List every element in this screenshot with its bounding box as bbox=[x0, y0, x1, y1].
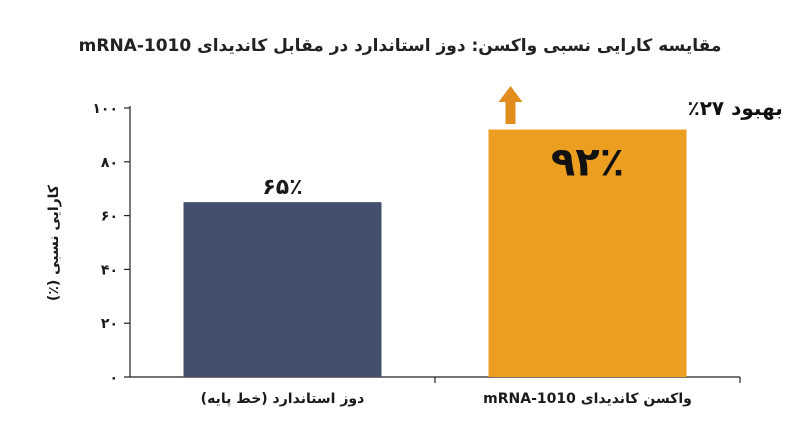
bars bbox=[183, 129, 687, 377]
improvement-label: بهبود ۲۷٪ bbox=[688, 96, 783, 120]
chart-title: مقایسه کارایی نسبی واکسن: دوز استاندارد … bbox=[79, 36, 722, 56]
bar-value-label: ۹۲٪ bbox=[551, 140, 624, 186]
y-tick-label: ۱۰۰ bbox=[92, 101, 118, 117]
value-labels: ۶۵٪ ۹۲٪ bbox=[262, 140, 624, 201]
y-tick-label: ۰ bbox=[109, 370, 118, 386]
y-ticks: ۰ ۲۰ ۴۰ ۶۰ ۸۰ ۱۰۰ bbox=[92, 101, 130, 386]
up-arrow-icon bbox=[498, 86, 523, 124]
x-category-label: واکسن کاندیدای mRNA-1010 bbox=[483, 391, 692, 407]
y-tick-label: ۲۰ bbox=[101, 316, 118, 332]
bar bbox=[183, 202, 382, 377]
y-tick-label: ۶۰ bbox=[101, 209, 118, 225]
y-tick-label: ۴۰ bbox=[101, 262, 118, 278]
bar bbox=[488, 129, 687, 377]
y-tick-label: ۸۰ bbox=[101, 155, 118, 171]
category-labels: دوز استاندارد (خط پایه) واکسن کاندیدای mR… bbox=[201, 391, 692, 407]
bar-value-label: ۶۵٪ bbox=[262, 175, 302, 200]
improvement-annotation: بهبود ۲۷٪ bbox=[498, 86, 783, 124]
y-axis-label: کارایی نسبی (٪) bbox=[46, 184, 62, 301]
x-category-label: دوز استاندارد (خط پایه) bbox=[201, 391, 365, 407]
